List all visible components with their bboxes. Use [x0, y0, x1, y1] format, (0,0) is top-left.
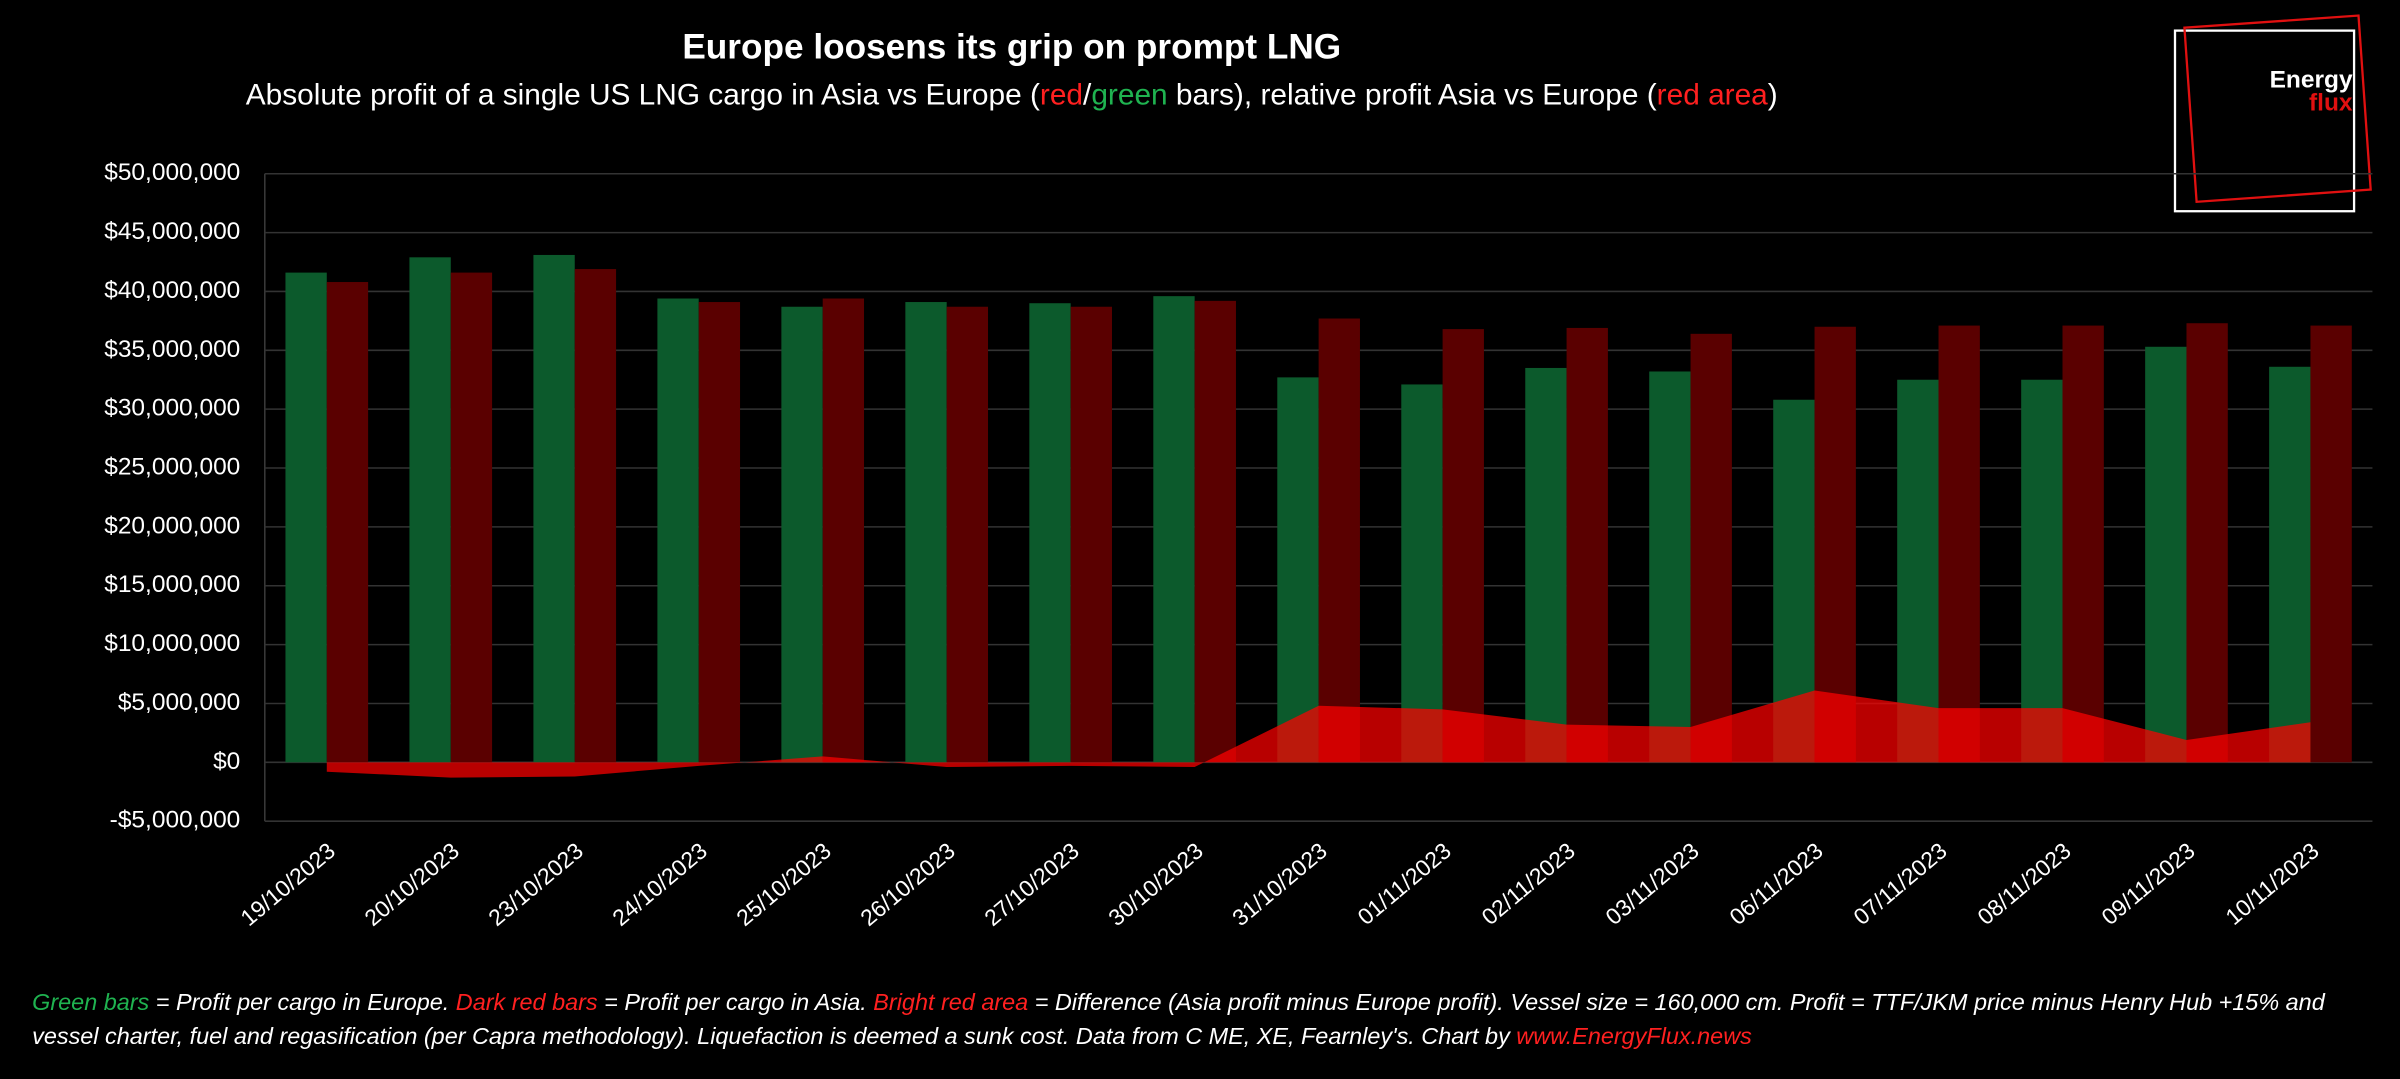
x-tick-label: 25/10/2023 — [731, 837, 836, 931]
x-tick-label: 03/11/2023 — [1600, 837, 1703, 930]
bar — [1566, 327, 1608, 763]
x-tick-label: 31/10/2023 — [1227, 837, 1332, 931]
subtitle-part: ) — [1768, 78, 1778, 111]
bar — [2186, 323, 2228, 763]
logo-text: Energy — [2270, 67, 2353, 94]
bar — [1318, 318, 1360, 763]
footnote-part: www.EnergyFlux.news — [1516, 1023, 1752, 1050]
bar — [1277, 377, 1319, 763]
subtitle-part: / — [1083, 78, 1092, 111]
chart-title: Europe loosens its grip on prompt LNG — [682, 27, 1341, 66]
bar — [1029, 303, 1071, 763]
bar — [2021, 379, 2063, 763]
x-tick-label: 09/11/2023 — [2096, 837, 2199, 930]
x-tick-label: 24/10/2023 — [607, 837, 712, 931]
x-tick-label: 10/11/2023 — [2220, 837, 2323, 930]
x-tick-label: 08/11/2023 — [1972, 837, 2075, 930]
y-tick-label: $20,000,000 — [104, 512, 240, 539]
footnote-part: Bright red area — [873, 990, 1029, 1017]
x-tick-label: 02/11/2023 — [1476, 837, 1579, 930]
bar — [450, 272, 493, 763]
bar — [1153, 296, 1195, 763]
bar — [905, 302, 947, 763]
bar — [657, 298, 699, 763]
bar — [1897, 379, 1939, 763]
bar — [2310, 325, 2352, 763]
x-tick-label: 06/11/2023 — [1724, 837, 1827, 930]
bar — [533, 254, 575, 763]
logo-box — [2173, 29, 2356, 213]
bar — [1070, 306, 1112, 763]
footnote: Green bars = Profit per cargo in Europe.… — [32, 987, 2366, 1054]
bar — [781, 306, 823, 763]
bar — [1525, 367, 1567, 763]
difference-area — [326, 690, 2311, 778]
y-tick-label: $40,000,000 — [104, 277, 240, 304]
bar — [1442, 329, 1484, 763]
x-tick-label: 23/10/2023 — [483, 837, 588, 931]
y-tick-label: -$5,000,000 — [110, 807, 241, 834]
footnote-part: = Difference (Asia profit minus Europe p… — [32, 990, 2325, 1050]
bar — [285, 272, 327, 763]
bar — [698, 302, 741, 763]
x-tick-label: 26/10/2023 — [855, 837, 960, 931]
y-tick-label: $10,000,000 — [104, 630, 240, 657]
bar — [574, 269, 617, 763]
y-tick-label: $35,000,000 — [104, 336, 240, 363]
bar — [1401, 384, 1443, 763]
bar — [946, 306, 989, 763]
bar — [1814, 326, 1856, 763]
x-tick-label: 27/10/2023 — [979, 837, 1084, 931]
subtitle-part: Absolute profit of a single US LNG cargo… — [246, 78, 1040, 111]
subtitle-part: red — [1040, 78, 1083, 111]
y-tick-label: $25,000,000 — [104, 453, 240, 480]
subtitle-part: green — [1091, 78, 1167, 111]
footnote-part: = Profit per cargo in Europe. — [149, 990, 456, 1017]
bar — [1938, 325, 1980, 763]
bar — [1690, 333, 1732, 763]
y-tick-label: $15,000,000 — [104, 571, 240, 598]
bar — [822, 298, 865, 763]
y-tick-label: $50,000,000 — [104, 159, 240, 186]
x-tick-label: 07/11/2023 — [1848, 837, 1951, 930]
logo-box-red — [2183, 14, 2372, 204]
bar — [326, 282, 369, 763]
x-tick-label: 20/10/2023 — [359, 837, 464, 931]
footnote-part: Green bars — [32, 990, 150, 1017]
logo-text: flux — [2309, 90, 2353, 117]
bar — [1194, 300, 1236, 763]
y-tick-label: $0 — [213, 748, 240, 775]
bar — [2269, 366, 2311, 763]
x-tick-label: 30/10/2023 — [1103, 837, 1208, 931]
y-tick-label: $45,000,000 — [104, 218, 240, 245]
bar — [2062, 325, 2104, 763]
chart-subtitle: Absolute profit of a single US LNG cargo… — [246, 78, 1778, 111]
x-tick-label: 19/10/2023 — [235, 837, 340, 931]
footnote-part: Dark red bars — [455, 990, 598, 1017]
bar — [409, 257, 451, 763]
subtitle-part: bars), relative profit Asia vs Europe ( — [1168, 78, 1657, 111]
bar — [2145, 346, 2187, 763]
x-tick-label: 01/11/2023 — [1352, 837, 1455, 930]
subtitle-part: red area — [1657, 78, 1769, 111]
y-tick-label: $5,000,000 — [118, 689, 240, 716]
y-tick-label: $30,000,000 — [104, 395, 240, 422]
bar — [1649, 371, 1691, 763]
footnote-part: = Profit per cargo in Asia. — [597, 990, 874, 1017]
